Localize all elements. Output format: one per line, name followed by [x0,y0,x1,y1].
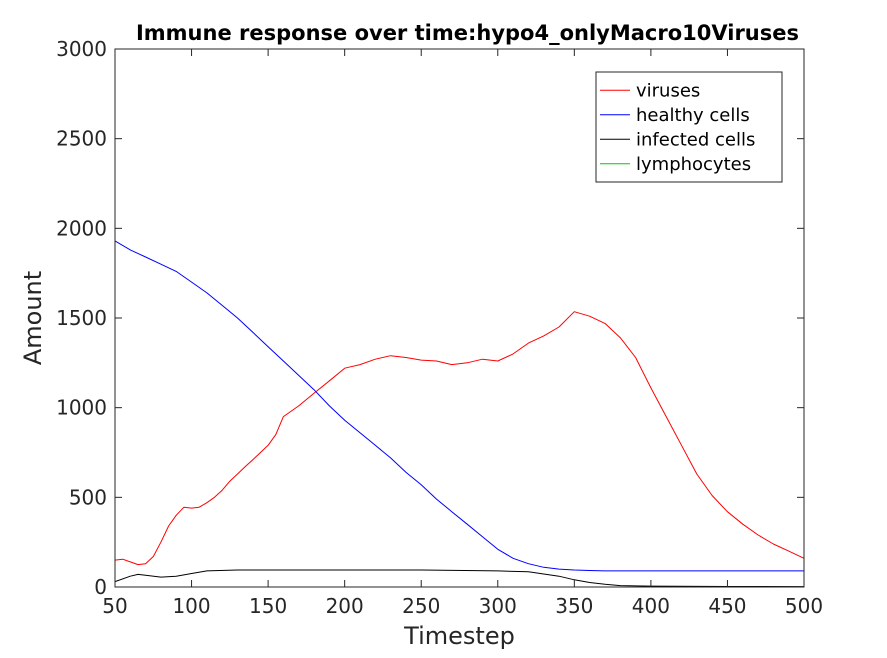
x-tick-label: 150 [249,594,287,618]
x-tick-label: 400 [632,594,670,618]
tick-layer: 50 100 150 200 250 300 350 400 450 500 0 500 1000 150… [56,37,823,618]
x-tick-label: 250 [402,594,440,618]
x-tick-label: 50 [102,594,127,618]
y-tick-label: 1000 [56,396,107,420]
x-axis-title: Timestep [403,622,515,650]
legend-label: infected cells [636,129,755,150]
y-tick-label: 1500 [56,306,107,330]
series-line-viruses [114,311,805,566]
y-tick-label: 2000 [56,216,107,240]
x-tick-label: 500 [785,594,823,618]
x-tick-label: 300 [479,594,517,618]
y-tick-label: 3000 [56,37,107,61]
legend-label: lymphocytes [636,154,751,175]
x-tick-label: 100 [172,594,210,618]
y-tick-label: 2500 [56,127,107,151]
y-tick-label: 500 [69,485,107,509]
legend: viruses healthy cells infected cells lympho… [595,71,783,183]
y-axis-title: Amount [19,271,47,365]
series-line-healthy-cells [114,240,804,572]
x-tick-label: 350 [555,594,593,618]
legend-label: healthy cells [636,105,750,126]
legend-label: viruses [636,80,700,101]
x-tick-label: 450 [708,594,746,618]
series-line-infected-cells [114,569,805,588]
x-tick-label: 200 [326,594,364,618]
y-tick-label: 0 [94,575,107,599]
chart-title: Immune response over time:hypo4_onlyMacr… [136,21,799,45]
